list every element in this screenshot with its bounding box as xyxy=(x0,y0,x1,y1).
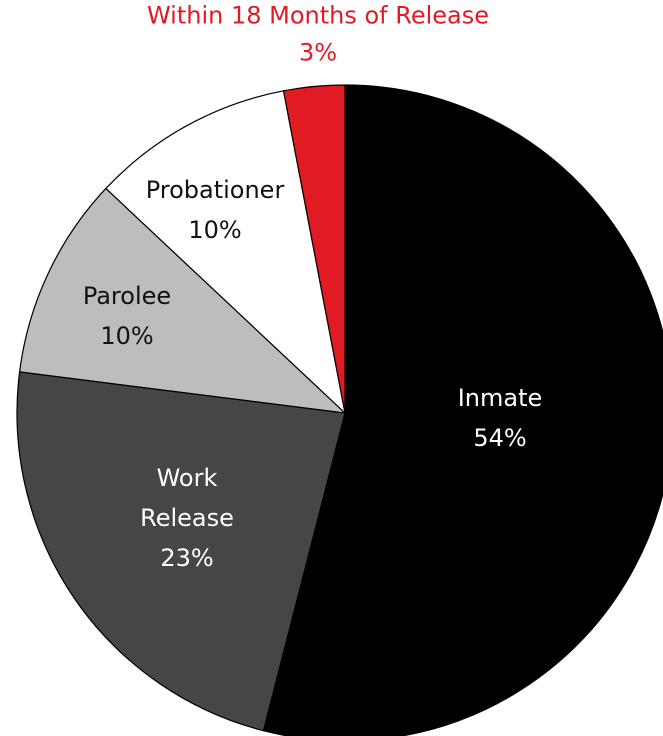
slice-label-probationer: Probationer 10% xyxy=(146,176,285,244)
slice-value-work-release: 23% xyxy=(160,544,213,572)
slice-name-work-release: Work xyxy=(157,464,218,492)
slice-value-inmate: 54% xyxy=(473,424,526,452)
slice-label-within-18-months: Within 18 Months of Release 3% xyxy=(147,2,489,67)
pie-labels: Inmate 54%Work Release 23%Parolee 10%Probati… xyxy=(83,2,542,573)
pie-slice-within-18-months xyxy=(282,84,346,414)
slice-label-parolee: Parolee 10% xyxy=(83,282,171,350)
pie-slice-probationer xyxy=(105,90,346,414)
slice-name-inmate: Inmate xyxy=(458,384,543,412)
pie-slice-work-release xyxy=(16,371,346,732)
slice-name-within-18-months: Within 18 Months of Release xyxy=(147,2,489,30)
slice-value-within-18-months: 3% xyxy=(299,39,337,67)
slice-name-probationer: Probationer xyxy=(146,176,285,204)
slice-label-work-release: Work Release 23% xyxy=(140,464,234,572)
slice-name-parolee: Parolee xyxy=(83,282,171,310)
slice-value-probationer: 10% xyxy=(188,216,241,244)
slice-label-inmate: Inmate 54% xyxy=(458,384,543,452)
pie-slices xyxy=(16,84,663,736)
slice-name-work-release: Release xyxy=(140,504,234,532)
pie-slice-inmate xyxy=(262,84,663,736)
pie-slice-parolee xyxy=(18,187,346,414)
slice-value-parolee: 10% xyxy=(100,322,153,350)
